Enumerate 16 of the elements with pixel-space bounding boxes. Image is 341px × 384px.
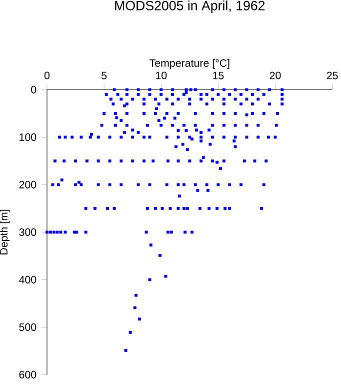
x-tick-label: 20 — [270, 72, 281, 80]
x-tick-label: 10 — [156, 72, 167, 80]
y-tick-label: 200 — [19, 180, 36, 188]
x-axis-title: Temperature [°C] — [150, 59, 230, 69]
y-tick-label: 600 — [19, 370, 36, 378]
y-tick-label: 500 — [19, 323, 36, 331]
y-tick-label: 0 — [31, 86, 36, 94]
x-tick-label: 5 — [102, 72, 107, 80]
y-tick-label: 300 — [19, 228, 36, 236]
y-tick-label: 400 — [19, 276, 36, 284]
x-tick-label: 15 — [213, 72, 224, 80]
x-tick-label: 25 — [326, 72, 338, 80]
x-tick-label: 0 — [44, 72, 50, 80]
y-axis-title: Depth [m] — [0, 210, 10, 254]
chart-title: MODS2005 in April, 1962 — [115, 0, 265, 13]
y-tick-label: 100 — [20, 133, 36, 141]
